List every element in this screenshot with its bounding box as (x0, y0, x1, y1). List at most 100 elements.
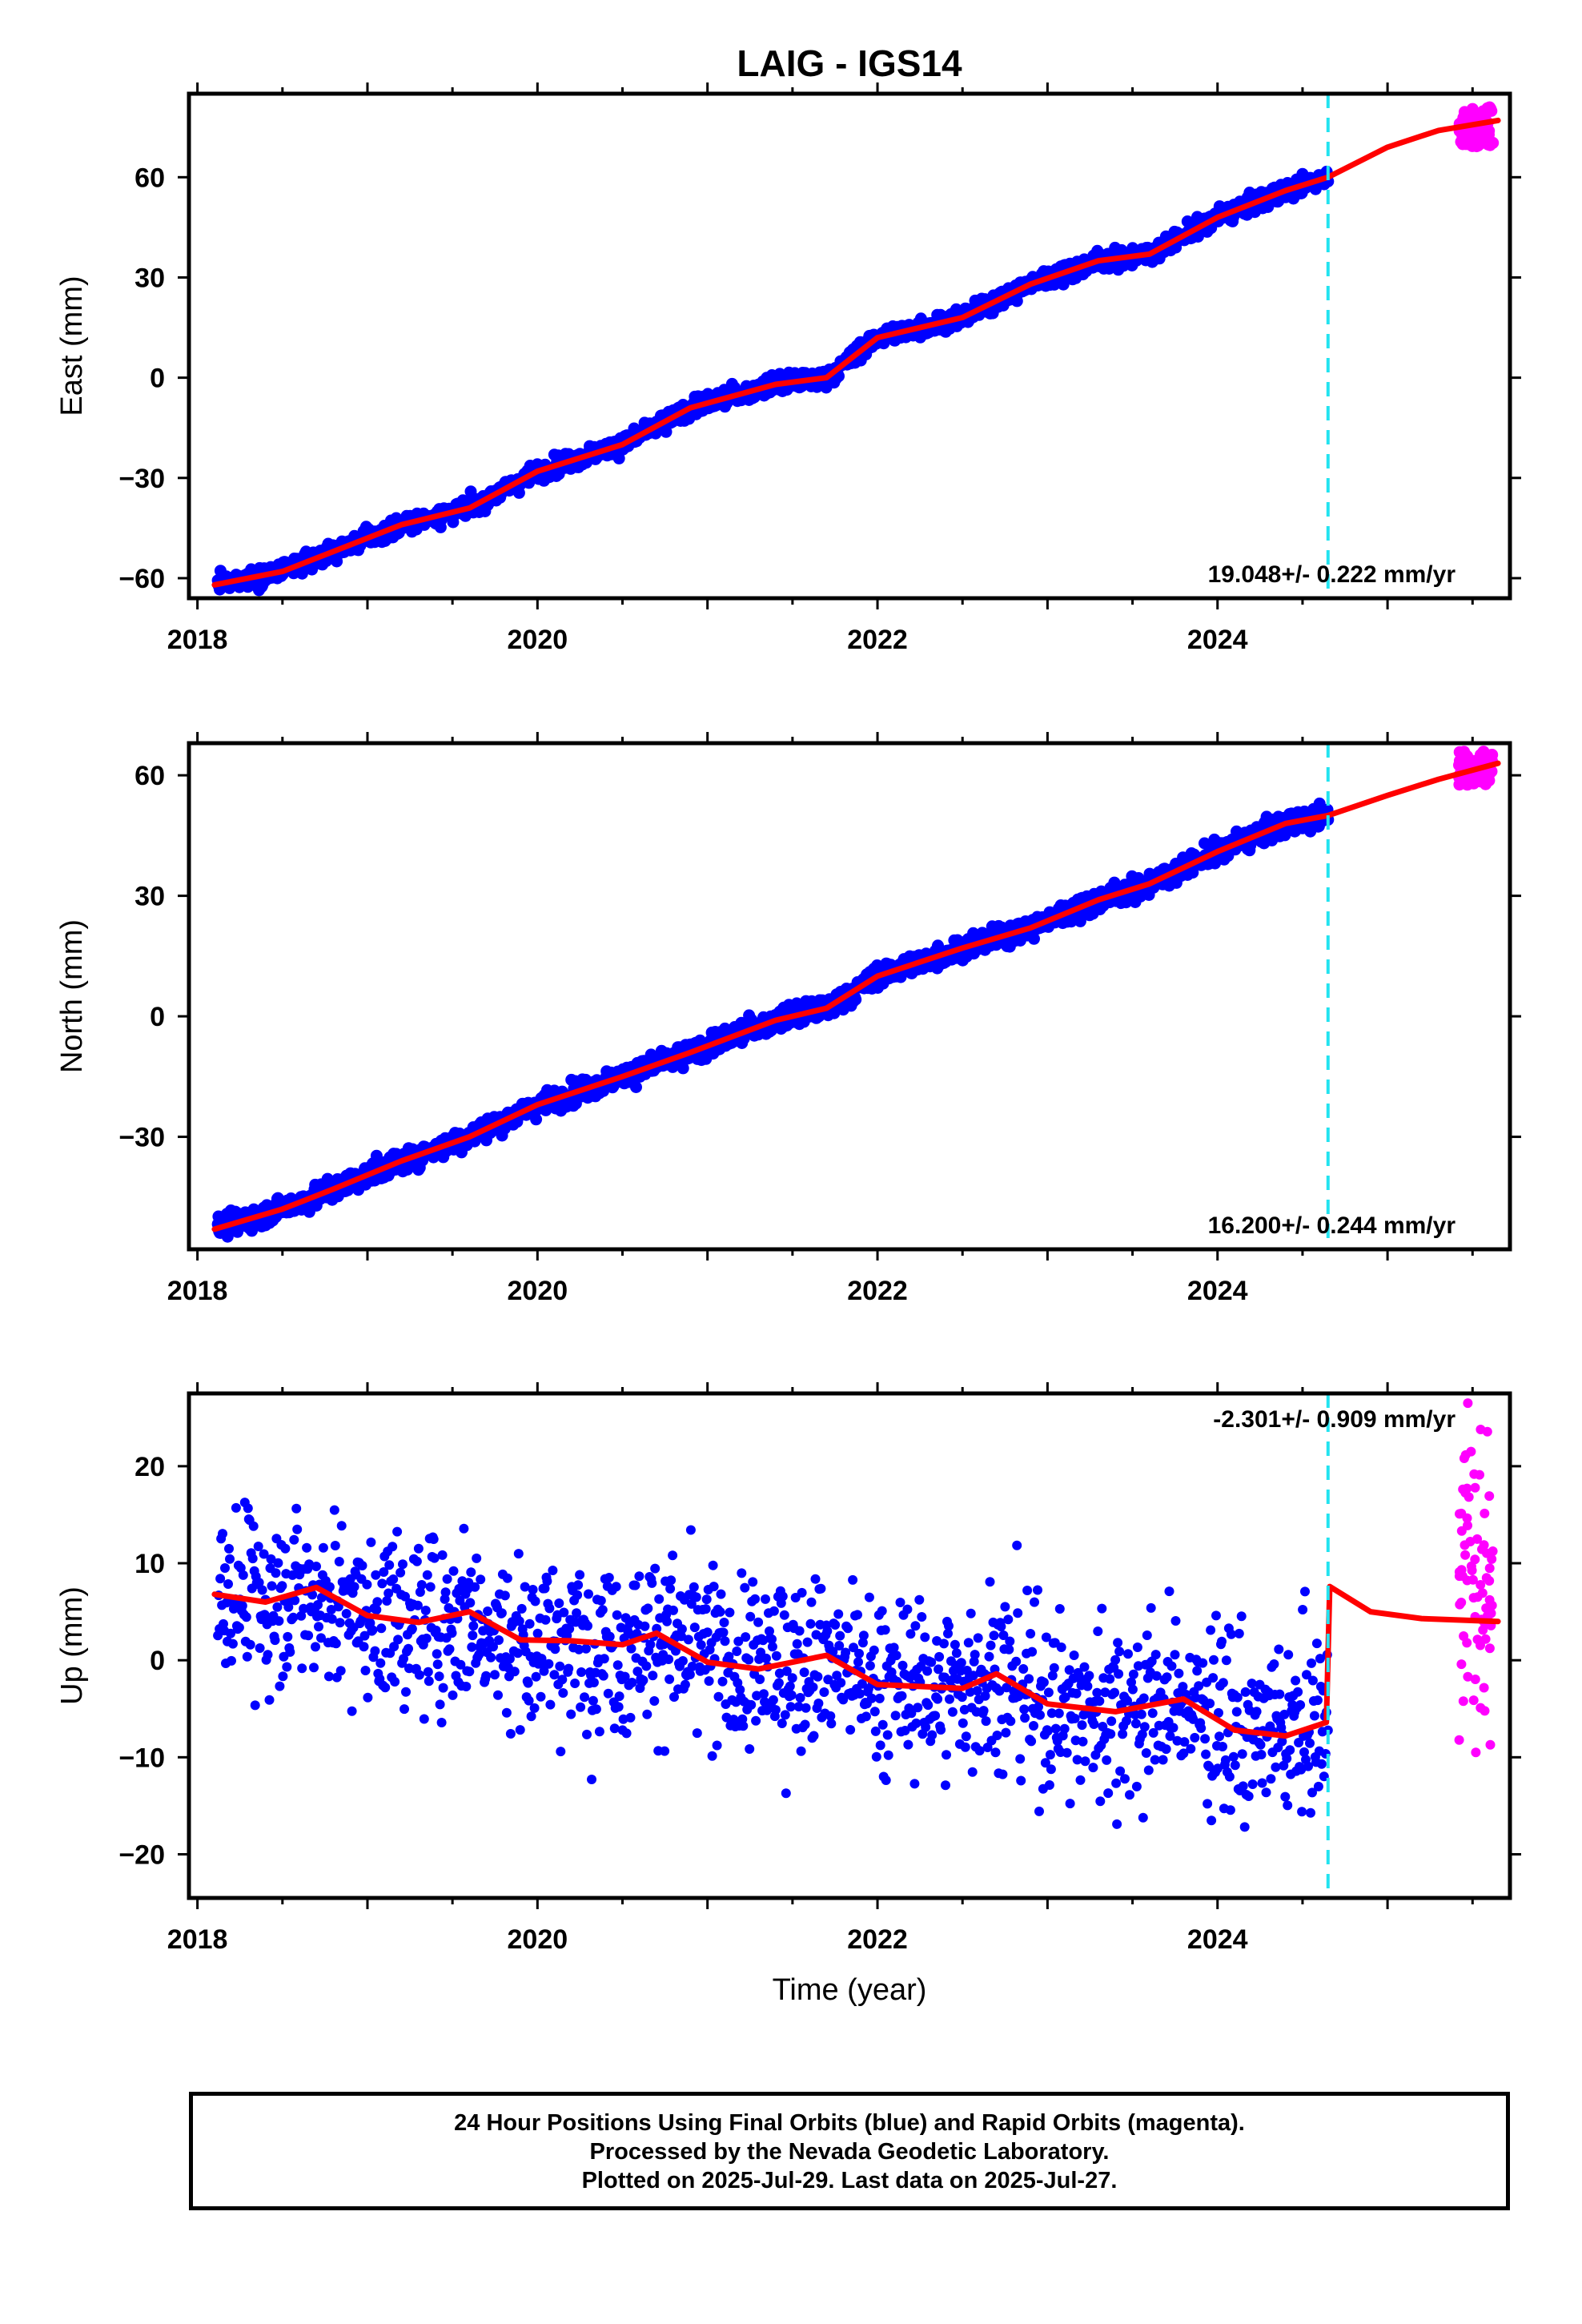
final-orbit-point (1190, 1732, 1200, 1743)
final-orbit-point (902, 1604, 913, 1614)
final-orbit-point (630, 1580, 640, 1590)
final-orbit-point (442, 1574, 452, 1584)
final-orbit-point (540, 1614, 551, 1625)
final-orbit-point (1015, 1754, 1026, 1764)
final-orbit-point (744, 1655, 754, 1665)
final-orbit-point (981, 1716, 991, 1727)
final-orbit-point (1013, 1608, 1023, 1618)
final-orbit-point (1269, 1659, 1279, 1669)
final-orbit-point (1114, 1647, 1125, 1657)
x-tick-label: 2018 (167, 1276, 228, 1306)
final-orbit-point (920, 1632, 930, 1642)
final-orbit-point (909, 1779, 920, 1789)
final-orbit-point (1209, 1655, 1219, 1665)
final-orbit-point (432, 1659, 443, 1670)
final-orbit-point (494, 1635, 504, 1645)
final-orbit-point (794, 1626, 805, 1636)
y-tick-label: 0 (150, 1002, 165, 1032)
final-orbit-point (324, 1582, 335, 1592)
final-orbit-point (1072, 1755, 1082, 1765)
final-orbit-point (540, 1583, 550, 1594)
final-orbit-point (515, 1725, 525, 1735)
final-orbit-point (816, 1583, 826, 1594)
final-orbit-point (745, 1611, 756, 1622)
final-orbit-point (273, 1558, 283, 1568)
final-orbit-point (1004, 1644, 1014, 1655)
final-orbit-point (881, 1775, 891, 1785)
y-tick-label: −30 (118, 1123, 165, 1153)
final-orbit-point (761, 1594, 770, 1604)
final-orbit-point (1243, 1791, 1254, 1801)
final-orbit-point (604, 1631, 615, 1642)
final-orbit-point (609, 1723, 620, 1734)
final-orbit-point (392, 1526, 403, 1537)
final-orbit-point (366, 1537, 376, 1547)
final-orbit-point (1075, 1775, 1086, 1785)
final-orbit-point (890, 1711, 901, 1721)
final-orbit-point (960, 1742, 970, 1752)
final-orbit-point (980, 1691, 990, 1701)
rapid-orbit-point (1464, 132, 1476, 145)
final-orbit-point (576, 1667, 587, 1677)
final-orbit-point (668, 1550, 678, 1561)
final-orbit-point (545, 1699, 556, 1710)
final-orbit-point (415, 1587, 425, 1597)
final-orbit-point (464, 1667, 475, 1677)
final-orbit-point (1030, 1597, 1039, 1607)
final-orbit-point (531, 1671, 541, 1682)
final-orbit-point (1231, 1707, 1242, 1717)
final-orbit-point (330, 1541, 340, 1550)
final-orbit-point (1165, 1731, 1175, 1741)
final-orbit-point (877, 1606, 887, 1616)
final-orbit-point (1228, 1751, 1239, 1762)
final-orbit-point (823, 1675, 833, 1685)
final-orbit-point (618, 1714, 628, 1724)
final-orbit-point (1282, 1753, 1292, 1763)
final-orbit-point (1054, 1604, 1065, 1614)
final-orbit-point (226, 1628, 235, 1638)
final-orbit-point (630, 1081, 642, 1093)
final-orbit-point (1143, 1765, 1154, 1775)
final-orbit-point (713, 1691, 724, 1702)
final-orbit-point (234, 1622, 244, 1633)
final-orbit-point (559, 1607, 569, 1618)
final-orbit-point (1095, 1796, 1106, 1807)
final-orbit-point (490, 1670, 500, 1680)
final-orbit-point (292, 1524, 303, 1534)
final-orbit-point (822, 1626, 833, 1636)
final-orbit-point (544, 1659, 554, 1669)
final-orbit-point (1092, 1687, 1102, 1698)
final-orbit-point (1174, 1668, 1184, 1679)
final-orbit-point (481, 1671, 492, 1681)
final-orbit-point (1070, 1735, 1081, 1746)
final-orbit-point (745, 1744, 755, 1754)
final-orbit-point (889, 1642, 899, 1653)
final-orbit-point (989, 1630, 999, 1641)
final-orbit-point (588, 1695, 598, 1706)
final-orbit-point (215, 1574, 226, 1584)
final-orbit-point (576, 1702, 586, 1712)
final-orbit-point (400, 1704, 409, 1715)
final-orbit-point (311, 1642, 320, 1652)
final-orbit-point (1019, 1704, 1030, 1715)
final-orbit-point (370, 1646, 380, 1656)
east-plot-area (211, 101, 1501, 597)
final-orbit-point (526, 1711, 536, 1722)
final-orbit-point (1196, 1723, 1207, 1733)
final-orbit-point (800, 1719, 810, 1730)
final-orbit-point (969, 1656, 979, 1667)
final-orbit-point (833, 1609, 844, 1619)
final-orbit-point (773, 1678, 784, 1688)
final-orbit-point (1136, 1709, 1146, 1719)
final-orbit-point (1164, 1586, 1174, 1597)
final-orbit-point (1208, 1673, 1219, 1683)
final-orbit-point (1122, 1695, 1132, 1706)
final-orbit-point (906, 1708, 917, 1719)
final-orbit-point (849, 993, 862, 1006)
final-orbit-point (1218, 1742, 1227, 1751)
final-orbit-point (974, 1746, 985, 1756)
final-orbit-point (238, 1570, 248, 1580)
final-orbit-point (669, 1605, 678, 1615)
final-orbit-point (542, 1576, 552, 1586)
final-orbit-point (396, 1567, 406, 1578)
